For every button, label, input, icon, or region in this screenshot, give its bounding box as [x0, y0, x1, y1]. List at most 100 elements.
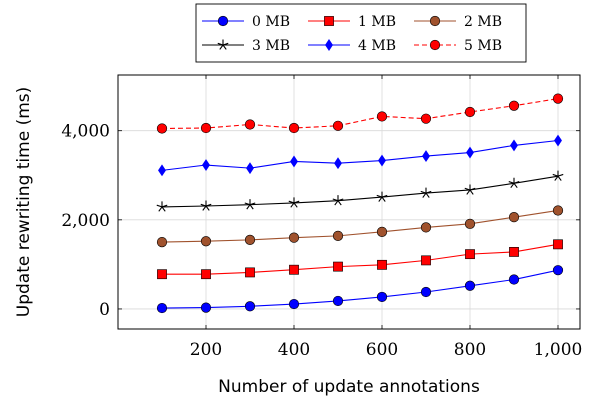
series-0-mb [156, 265, 564, 314]
legend-marker [429, 15, 441, 27]
series-layer [156, 93, 564, 314]
legend-item: 2 MB [414, 14, 502, 30]
data-point [244, 301, 256, 312]
legend-label: 3 MB [252, 38, 290, 54]
data-point [376, 291, 388, 303]
x-tick-label: 200 [190, 340, 222, 360]
data-point [465, 249, 475, 260]
data-point [201, 269, 211, 280]
legend-label: 2 MB [464, 14, 502, 30]
data-point [332, 120, 344, 131]
data-point [508, 177, 520, 189]
series-line [162, 243, 559, 275]
data-point [288, 197, 300, 208]
data-point [552, 205, 564, 216]
data-point [288, 298, 300, 310]
data-point [333, 261, 343, 272]
legend: 0 MB 1 MB 2 MB 3 MB 4 MB 5 MB [195, 3, 527, 63]
y-tick-label: 4,000 [61, 122, 110, 142]
y-tick-label: 2,000 [61, 211, 110, 231]
data-point [464, 218, 476, 229]
data-point [464, 184, 476, 195]
x-tick-label: 1,000 [534, 340, 583, 360]
data-point [332, 195, 344, 206]
series-2-mb [156, 205, 564, 248]
x-tick-label: 600 [366, 340, 398, 360]
data-point [466, 146, 474, 159]
data-point [156, 302, 168, 314]
legend-label: 0 MB [252, 14, 290, 30]
data-point [553, 239, 563, 250]
data-point [244, 234, 256, 245]
data-point [332, 230, 344, 241]
data-point [290, 155, 298, 168]
series-1-mb [157, 239, 563, 280]
data-point [378, 154, 386, 167]
data-point [156, 123, 168, 134]
data-point [552, 170, 564, 181]
legend-marker [217, 39, 229, 50]
y-tick-label: 0 [99, 300, 110, 320]
series-line [161, 269, 559, 309]
data-point [200, 302, 212, 313]
series-4-mb [158, 134, 562, 177]
data-point [200, 200, 212, 211]
data-point [156, 237, 168, 248]
plot-area [117, 74, 581, 330]
x-tick-label: 800 [454, 340, 486, 360]
data-point [202, 159, 210, 171]
data-point [552, 93, 564, 104]
legend-marker [324, 16, 334, 26]
data-point [332, 295, 344, 307]
data-point [288, 232, 300, 243]
data-point [554, 134, 562, 147]
data-point [421, 255, 431, 266]
data-point [552, 265, 564, 276]
legend-item: 3 MB [202, 38, 290, 54]
data-point [464, 280, 476, 291]
data-point [509, 247, 519, 257]
data-point [245, 267, 255, 278]
legend-marker [217, 15, 229, 27]
data-point [377, 259, 387, 270]
data-point [508, 212, 520, 223]
data-point [158, 164, 166, 177]
legend-label: 4 MB [358, 38, 396, 54]
data-point [376, 226, 388, 237]
legend-item: 0 MB [202, 14, 290, 30]
data-point [157, 269, 167, 280]
data-point [420, 222, 432, 233]
data-point [376, 191, 388, 202]
data-point [508, 100, 520, 111]
legend-item: 5 MB [414, 38, 502, 54]
data-point [289, 264, 299, 275]
series-line [161, 175, 559, 208]
series-line [161, 139, 559, 171]
legend-marker [429, 39, 441, 51]
axis-ticks: 200 400 600 800 1,000 0 2,000 4,000 [61, 75, 582, 360]
series-3-mb [156, 170, 564, 212]
data-point [246, 162, 254, 175]
data-point [376, 111, 388, 122]
data-point [420, 286, 432, 298]
data-point [288, 122, 300, 134]
data-point [422, 150, 430, 163]
legend-label: 1 MB [358, 14, 396, 30]
series-line [161, 209, 559, 243]
data-point [464, 106, 476, 118]
data-point [200, 236, 212, 247]
grid-lines [118, 75, 580, 329]
x-axis-label: Number of update annotations [218, 377, 480, 397]
data-point [420, 187, 432, 198]
y-axis-label: Update rewriting time (ms) [14, 87, 34, 318]
x-tick-label: 400 [278, 340, 310, 360]
data-point [508, 274, 520, 285]
series-5-mb [156, 93, 564, 134]
data-point [200, 122, 212, 134]
legend-marker [325, 39, 333, 51]
legend-item: 1 MB [308, 14, 396, 30]
data-point [510, 139, 518, 152]
legend-box [195, 3, 527, 63]
data-point [334, 157, 342, 170]
